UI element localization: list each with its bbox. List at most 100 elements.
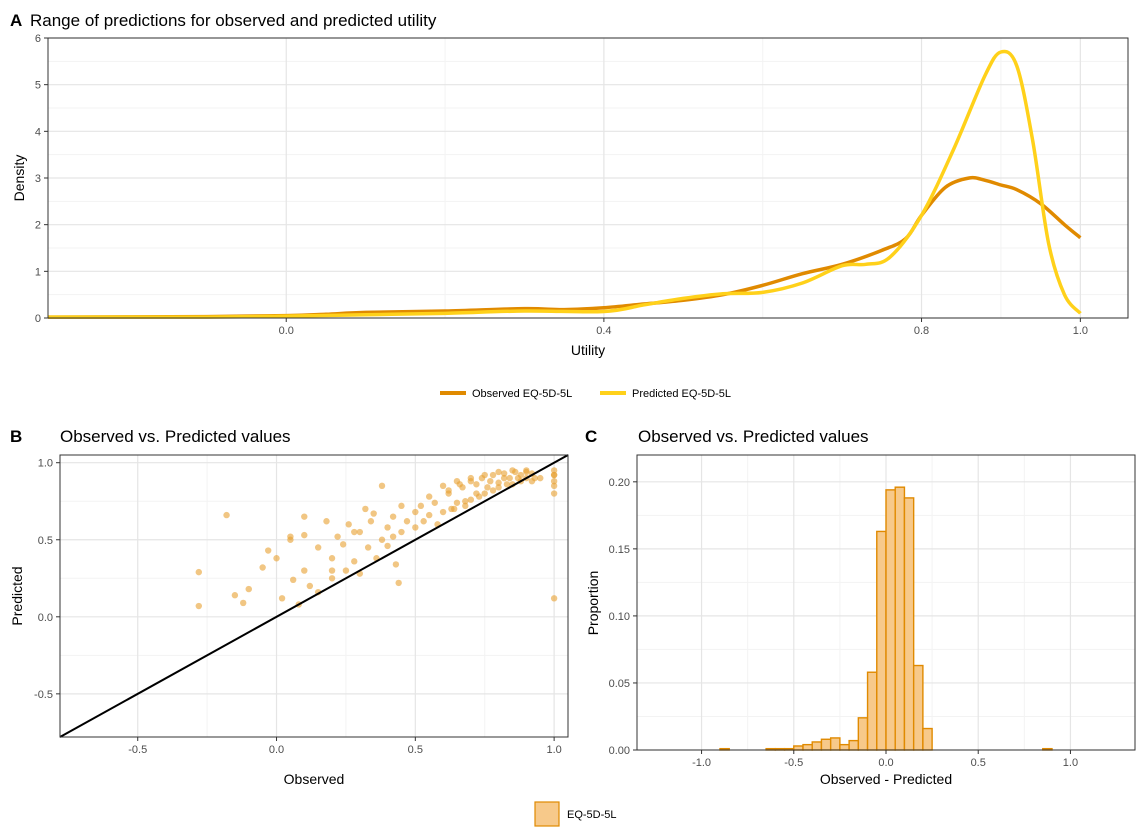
scatter-point: [489, 471, 497, 479]
scatter-point: [495, 479, 502, 486]
histogram-bar: [802, 743, 813, 751]
x-tick-label: -0.5: [784, 757, 803, 769]
scatter-point: [500, 470, 508, 477]
scatter-point: [453, 499, 461, 506]
scatter-point: [439, 508, 447, 516]
x-tick-label: 0.5: [971, 757, 986, 769]
scatter-point: [356, 528, 364, 536]
x-tick-label: 0.0: [279, 325, 294, 337]
scatter-point: [500, 474, 508, 482]
scatter-point: [450, 505, 458, 513]
scatter-point: [462, 498, 469, 505]
y-tick-label: 4: [35, 126, 41, 138]
y-tick-label: 0: [35, 313, 41, 325]
scatter-point: [478, 474, 486, 482]
scatter-point: [306, 582, 314, 590]
scatter-point: [431, 499, 438, 506]
histogram-bar: [885, 489, 896, 751]
x-tick-label: 0.0: [878, 757, 893, 769]
scatter-point: [351, 528, 358, 536]
scatter-point: [195, 568, 202, 576]
scatter-point: [503, 481, 511, 488]
scatter-point: [495, 484, 502, 491]
scatter-point: [328, 575, 336, 582]
scatter-point: [195, 602, 202, 610]
scatter-point: [289, 576, 297, 584]
scatter-point: [495, 468, 502, 476]
panel-b-x-label: Observed: [284, 771, 345, 787]
panel-a-y-ticks: 0 1 2 3 4 5 6: [35, 33, 48, 325]
scatter-point: [417, 502, 425, 510]
scatter-point: [550, 482, 558, 490]
x-tick-label: 0.5: [408, 744, 423, 756]
scatter-point: [334, 533, 341, 540]
y-tick-label: 3: [35, 173, 41, 185]
panel-a-title: Range of predictions for observed and pr…: [30, 11, 437, 30]
scatter-point: [245, 585, 252, 593]
scatter-point: [345, 521, 352, 528]
panel-b-points: [195, 467, 558, 610]
scatter-point: [426, 493, 433, 500]
panel-a-x-ticks: 0.0 0.4 0.8 1.0: [279, 318, 1088, 337]
panel-c: C Observed vs. Predicted values -1.0 -0.5…: [585, 427, 1136, 787]
series-line-observed: [47, 175, 1082, 319]
scatter-point: [445, 487, 452, 494]
scatter-point: [367, 518, 375, 525]
histogram-bar: [829, 737, 841, 751]
scatter-point: [392, 561, 400, 568]
panel-c-tag: C: [585, 427, 597, 446]
scatter-point: [489, 487, 497, 494]
histogram-bar: [922, 727, 933, 751]
y-tick-label: 1: [35, 266, 41, 278]
scatter-point: [484, 484, 491, 491]
scatter-point: [398, 502, 405, 510]
scatter-point: [389, 533, 397, 540]
scatter-point: [339, 541, 347, 548]
scatter-point: [550, 595, 558, 602]
y-tick-label: 1.0: [38, 458, 53, 470]
scatter-point: [528, 477, 536, 485]
scatter-point: [467, 496, 475, 503]
scatter-point: [550, 467, 558, 474]
scatter-point: [323, 518, 330, 525]
scatter-point: [550, 490, 558, 497]
scatter-point: [364, 544, 372, 551]
x-tick-label: 1.0: [1073, 325, 1088, 337]
y-tick-label: 0.05: [609, 678, 630, 690]
histogram-bar: [820, 738, 832, 751]
panel-c-x-label: Observed - Predicted: [820, 771, 952, 787]
y-tick-label: 0.20: [609, 477, 630, 489]
scatter-point: [362, 505, 369, 513]
y-tick-label: 0.10: [609, 611, 630, 623]
panel-a-tag: A: [10, 11, 22, 30]
panel-c-y-label: Proportion: [585, 571, 601, 636]
x-tick-label: 0.4: [596, 325, 611, 337]
scatter-point: [550, 477, 558, 485]
scatter-point: [273, 555, 280, 562]
panel-a-legend: Observed EQ-5D-5L Predicted EQ-5D-5L: [440, 388, 731, 400]
panel-c-legend: EQ-5D-5L: [534, 801, 617, 827]
y-tick-label: 0.15: [609, 544, 630, 556]
panel-a-x-label: Utility: [571, 342, 605, 358]
histogram-bar: [839, 743, 850, 751]
y-tick-label: 2: [35, 220, 41, 232]
scatter-point: [384, 542, 391, 550]
histogram-bar: [866, 671, 878, 751]
panel-a-y-label: Density: [11, 155, 27, 202]
scatter-point: [223, 511, 230, 519]
panel-b-tag: B: [10, 427, 22, 446]
y-tick-label: 0.0: [38, 612, 53, 624]
x-tick-label: -0.5: [128, 744, 147, 756]
x-tick-label: 1.0: [546, 744, 561, 756]
scatter-point: [231, 592, 239, 599]
scatter-point: [328, 555, 336, 562]
scatter-point: [487, 477, 494, 485]
legend-label-eq5d5l: EQ-5D-5L: [567, 809, 617, 821]
panel-a: A Range of predictions for observed and …: [10, 11, 1129, 400]
legend-label-observed: Observed EQ-5D-5L: [472, 388, 572, 400]
panel-b-x-ticks: -0.5 0.0 0.5 1.0: [128, 737, 562, 756]
panel-a-lines: [47, 49, 1082, 319]
scatter-point: [278, 595, 286, 602]
scatter-point: [287, 536, 294, 543]
scatter-point: [378, 536, 386, 543]
